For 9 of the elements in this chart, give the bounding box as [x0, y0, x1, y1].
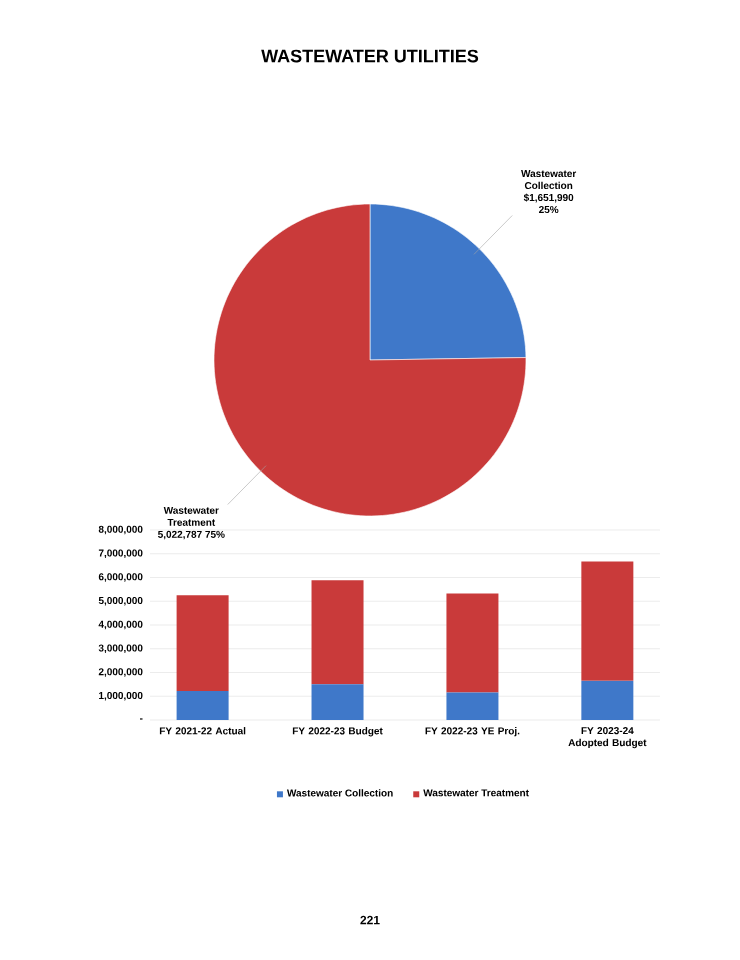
chart-title: WASTEWATER UTILITIES [261, 49, 479, 63]
bar [311, 684, 364, 720]
bar [176, 691, 229, 720]
bar [446, 692, 499, 720]
bar [311, 580, 364, 685]
bar [446, 593, 499, 693]
bar [176, 595, 229, 692]
bar [581, 680, 634, 720]
bar [581, 561, 634, 681]
